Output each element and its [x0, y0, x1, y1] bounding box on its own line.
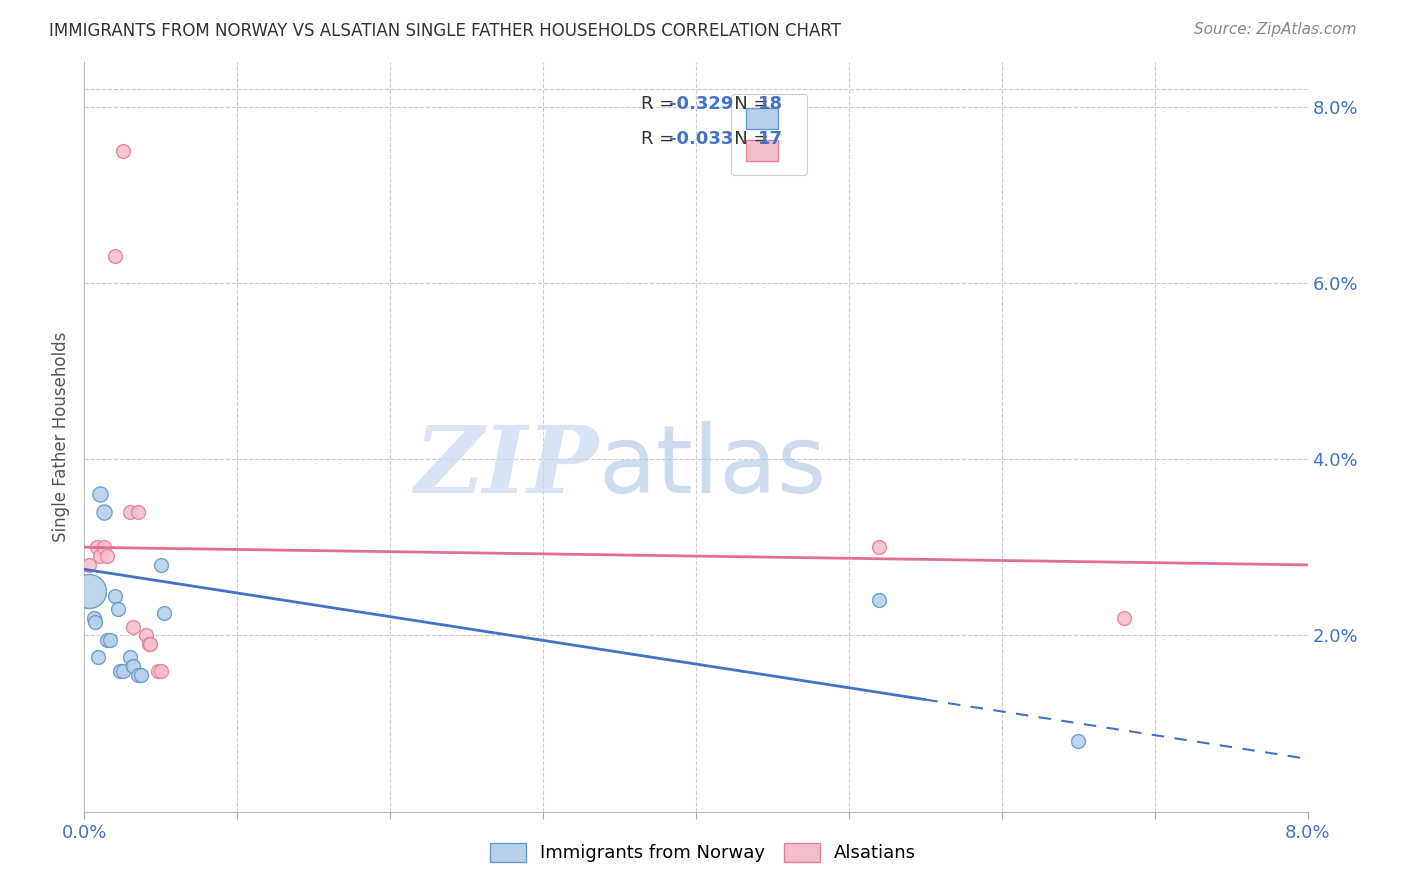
Point — [104, 249, 127, 263]
Text: 17: 17 — [758, 130, 783, 148]
Point — [96, 549, 118, 563]
Point — [127, 668, 149, 682]
Text: Source: ZipAtlas.com: Source: ZipAtlas.com — [1194, 22, 1357, 37]
Text: atlas: atlas — [598, 421, 827, 513]
Point — [93, 505, 115, 519]
Point — [93, 541, 115, 555]
Point — [89, 549, 111, 563]
Text: ZIP: ZIP — [413, 422, 598, 512]
Text: -0.329: -0.329 — [669, 95, 734, 112]
Text: R =: R = — [84, 811, 89, 812]
Point — [122, 619, 145, 633]
Point — [98, 632, 121, 647]
Point — [149, 558, 172, 572]
Point — [129, 668, 152, 682]
Point — [111, 144, 134, 158]
Point — [122, 659, 145, 673]
Legend: , : , — [731, 94, 807, 176]
Text: 18: 18 — [758, 95, 783, 112]
Point — [89, 487, 111, 501]
Point — [104, 589, 127, 603]
Point — [139, 637, 162, 651]
Point — [149, 664, 172, 678]
Point — [77, 558, 100, 572]
Point — [120, 505, 142, 519]
Point — [146, 664, 169, 678]
Text: IMMIGRANTS FROM NORWAY VS ALSATIAN SINGLE FATHER HOUSEHOLDS CORRELATION CHART: IMMIGRANTS FROM NORWAY VS ALSATIAN SINGL… — [49, 22, 841, 40]
Point — [138, 637, 160, 651]
Point — [120, 650, 142, 665]
Point — [83, 611, 105, 625]
Point — [86, 541, 108, 555]
Point — [87, 650, 110, 665]
Y-axis label: Single Father Households: Single Father Households — [52, 332, 70, 542]
Legend: Immigrants from Norway, Alsatians: Immigrants from Norway, Alsatians — [482, 836, 924, 870]
Point — [77, 584, 100, 599]
Point — [135, 628, 157, 642]
Text: R =: R = — [641, 95, 681, 112]
Point — [153, 607, 176, 621]
Point — [107, 602, 129, 616]
Text: -0.033: -0.033 — [669, 130, 734, 148]
Point — [869, 593, 891, 607]
Text: R =: R = — [641, 130, 681, 148]
Text: N =: N = — [717, 130, 775, 148]
Point — [1067, 734, 1090, 748]
Point — [127, 505, 149, 519]
Point — [96, 632, 118, 647]
Point — [108, 664, 131, 678]
Point — [869, 541, 891, 555]
Point — [1114, 611, 1136, 625]
Point — [111, 664, 134, 678]
Text: N =: N = — [717, 95, 775, 112]
Point — [84, 615, 107, 630]
